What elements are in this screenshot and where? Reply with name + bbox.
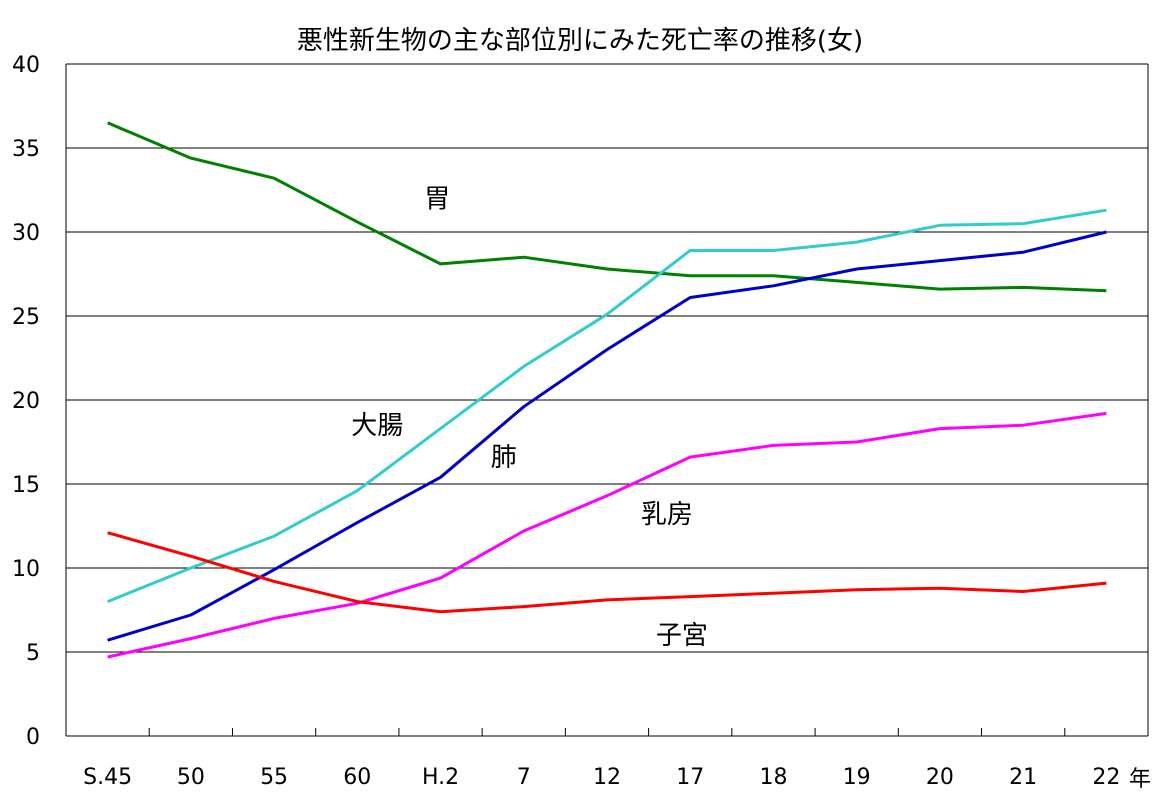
series-label-胃: 胃	[424, 184, 450, 214]
x-tick-label: 17	[676, 765, 704, 790]
series-line-大腸	[107, 208, 1107, 603]
x-tick-label: 20	[926, 765, 954, 790]
x-tick-label: 19	[843, 765, 871, 790]
series-label-乳房: 乳房	[641, 500, 693, 530]
series-line-肺	[107, 230, 1107, 642]
series-line-胃	[107, 121, 1107, 293]
y-tick-label: 25	[12, 305, 40, 330]
x-axis-unit-label: 年	[1129, 767, 1151, 792]
x-tick-label: S.45	[83, 765, 132, 790]
x-tick-label: 21	[1009, 765, 1037, 790]
y-tick-label: 0	[26, 725, 40, 750]
y-tick-label: 40	[12, 53, 40, 78]
x-tick-label: 50	[177, 765, 205, 790]
gridlines	[66, 63, 1148, 653]
series-label-子宮: 子宮	[656, 621, 708, 651]
chart-title: 悪性新生物の主な部位別にみた死亡率の推移(女)	[296, 26, 864, 56]
axes: 0 5 10 15 20 25 30 35 40 S.45 50 55 60 H.2 7 12 17 18 19 20…	[12, 53, 1151, 792]
y-tick-label: 35	[12, 137, 40, 162]
y-tick-label: 10	[12, 557, 40, 582]
y-tick-label: 30	[12, 221, 40, 246]
x-tick-label: 22	[1092, 765, 1120, 790]
x-tick-label: 18	[759, 765, 787, 790]
x-tick-label: H.2	[422, 765, 459, 790]
series-label-肺: 肺	[491, 443, 517, 473]
series-lines	[107, 121, 1107, 659]
y-tick-label: 20	[12, 389, 40, 414]
x-tick-label: 7	[517, 765, 531, 790]
series-line-乳房	[107, 411, 1107, 659]
y-tick-label: 15	[12, 473, 40, 498]
x-tick-label: 12	[593, 765, 621, 790]
series-label-大腸: 大腸	[351, 411, 403, 441]
x-tick-label: 55	[260, 765, 288, 790]
x-tick-label: 60	[343, 765, 371, 790]
y-tick-label: 5	[26, 641, 40, 666]
series-line-子宮	[107, 531, 1107, 614]
